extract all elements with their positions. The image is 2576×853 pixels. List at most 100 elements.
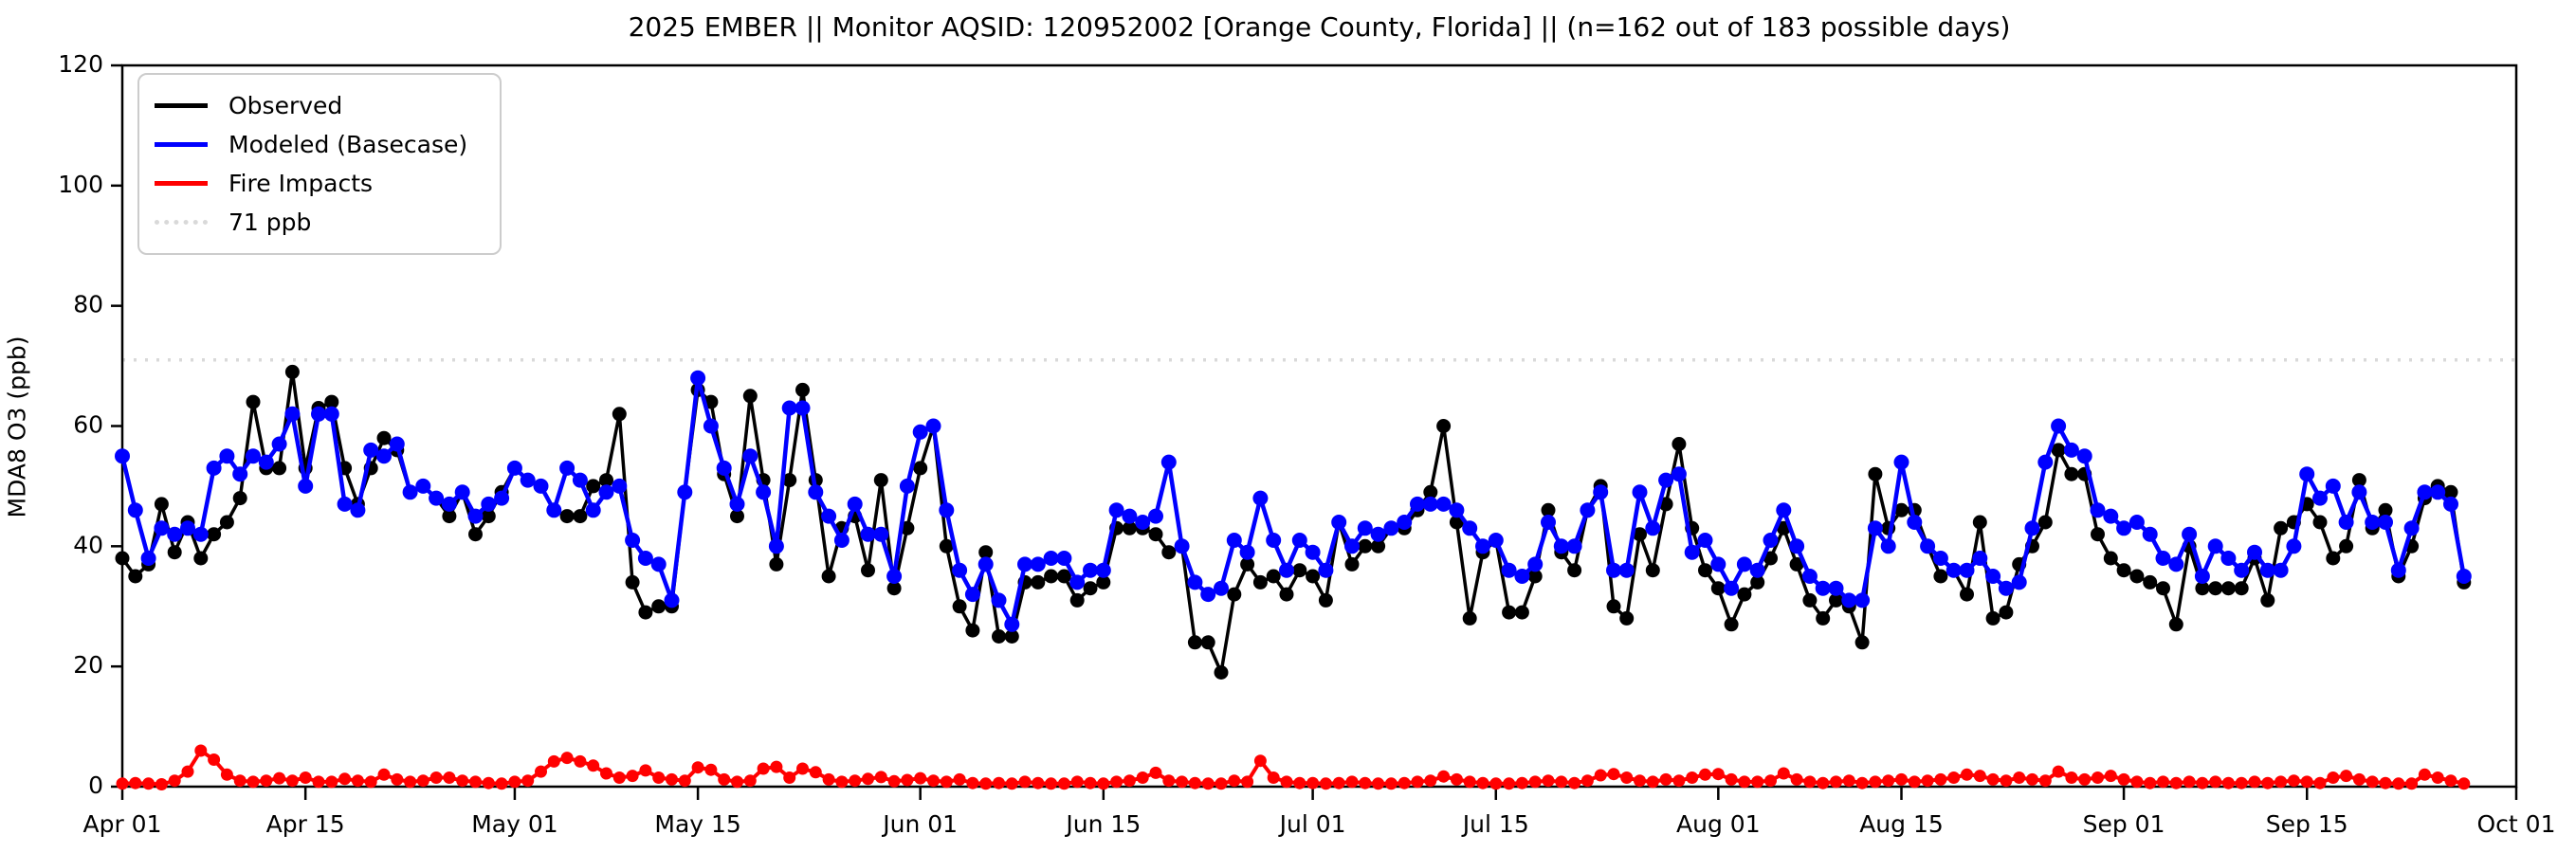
series-marker [2117,772,2130,786]
series-marker [639,764,652,777]
series-marker [1148,527,1163,542]
series-marker [573,509,588,524]
series-marker [1293,776,1306,789]
series-marker [795,382,810,397]
series-marker [2090,502,2106,518]
series-marker [273,771,286,785]
series-marker [2183,775,2196,789]
series-marker [2456,569,2472,584]
series-marker [559,509,575,524]
series-marker [115,448,130,464]
series-marker [1436,419,1452,433]
series-marker [1149,766,1162,779]
x-tick-label: Aug 01 [1676,810,1761,838]
series-marker [1789,556,1804,572]
series-marker [625,574,640,590]
series-marker [1542,774,1555,788]
legend: Observed Modeled (Basecase) Fire Impacts… [137,73,502,255]
legend-item-threshold: 71 ppb [155,203,500,242]
series-marker [1580,502,1596,518]
series-marker [2104,770,2117,783]
series-marker [271,436,287,452]
series-marker [769,556,784,572]
series-marker [704,763,718,776]
series-marker [154,520,170,536]
threshold-dotted-swatch-icon [155,220,208,225]
series-marker [1697,533,1713,548]
series-marker [247,775,260,789]
series-marker [2194,569,2210,584]
series-marker [2092,771,2104,784]
series-marker [1659,772,1672,786]
series-marker [1541,515,1556,530]
series-marker [887,774,901,788]
series-marker [1069,592,1085,608]
y-tick-label: 100 [58,171,103,198]
series-marker [952,599,967,614]
series-marker [781,400,797,416]
series-marker [2275,775,2288,789]
modeled-line-swatch-icon [155,142,208,147]
series-marker [415,478,431,494]
series-marker [1488,533,1504,548]
series-marker [2248,775,2261,789]
series-marker [1227,587,1242,602]
series-marker [1410,496,1425,512]
series-marker [586,479,601,494]
series-marker [442,509,457,524]
series-marker [651,599,667,614]
series-marker [977,556,994,572]
x-tick-label: Jun 15 [1064,810,1141,838]
x-tick-label: Apr 15 [266,810,345,838]
series-marker [2457,777,2471,790]
series-marker [1083,562,1098,578]
series-marker [2064,466,2079,481]
y-tick-label: 0 [88,771,103,799]
series-marker [731,775,743,789]
series-marker [376,430,392,445]
series-marker [1751,775,1764,789]
series-marker [1749,562,1765,578]
series-marker [1606,562,1621,578]
series-marker [232,491,247,506]
series-marker [2351,473,2366,488]
series-marker [429,771,443,784]
series-marker [2208,581,2223,596]
series-marker [2063,442,2079,458]
series-marker [664,592,680,608]
series-marker [1358,538,1373,554]
series-marker [1188,776,1201,789]
series-marker [376,448,392,464]
series-marker [809,766,822,779]
series-marker [1972,551,1988,566]
series-marker [599,473,613,488]
series-marker [1620,771,1634,784]
series-marker [1201,777,1215,790]
series-marker [1658,472,1674,488]
series-marker [1737,587,1752,602]
chart-title: 2025 EMBER || Monitor AQSID: 120952002 [… [628,11,2011,43]
series-marker [206,460,222,476]
series-marker [1763,533,1779,548]
x-tick-label: Jun 01 [881,810,958,838]
series-marker [1817,776,1830,789]
series-marker [2128,515,2145,530]
series-marker [2338,515,2354,530]
series-marker [1501,562,1517,578]
series-marker [1803,775,1817,789]
series-marker [1476,776,1489,789]
x-tick-label: May 15 [654,810,740,838]
series-marker [167,526,183,542]
series-marker [299,771,312,784]
series-marker [154,497,169,512]
series-marker [1437,770,1451,783]
series-marker [337,496,353,512]
series-marker [1566,538,1582,554]
series-marker [128,569,143,584]
series-marker [1318,592,1333,608]
series-marker [2168,617,2183,632]
series-marker [1736,556,1752,572]
series-marker [874,771,887,784]
series-marker [770,760,783,773]
x-tick-label: Jul 15 [1461,810,1529,838]
